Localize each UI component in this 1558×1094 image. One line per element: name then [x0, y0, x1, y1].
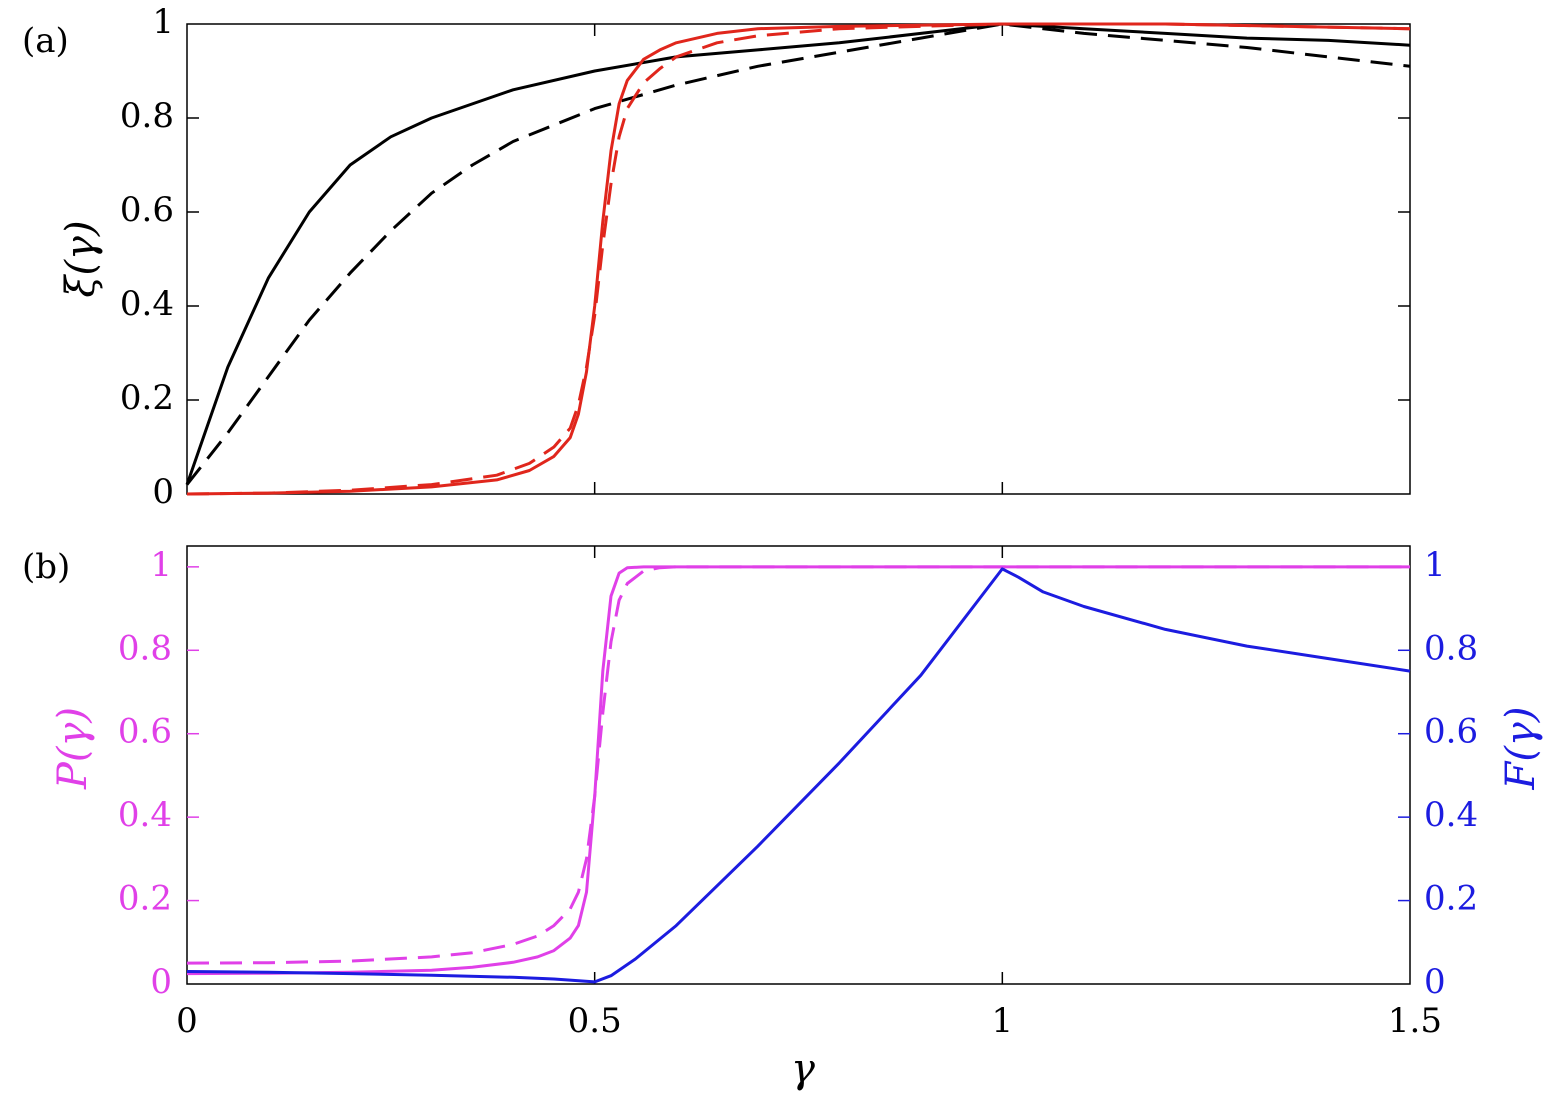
ytick-label: 1 — [152, 2, 174, 42]
panel-b: (b) 0 0.2 0.4 0.6 0.8 1 0 0.2 0.4 0.6 0.8 1 0 0.5 1 1… — [22, 545, 1544, 1092]
xtick-label: 1 — [992, 1001, 1014, 1041]
left-ytick-label: 0.2 — [118, 879, 172, 919]
ytick-label: 0.6 — [120, 190, 174, 230]
left-ytick-label: 0.6 — [118, 712, 172, 752]
panel-b-ylabel-left: P(γ) — [50, 707, 96, 790]
series-line-2 — [186, 567, 1411, 984]
panel-a-ylabel: ξ(γ) — [58, 220, 104, 297]
ytick-label: 0.2 — [120, 378, 174, 418]
left-ytick-label: 0.4 — [118, 795, 172, 835]
right-ytick-label: 0.2 — [1424, 879, 1478, 919]
right-ytick-label: 1 — [1424, 545, 1446, 585]
xtick-label: 0.5 — [568, 1001, 622, 1041]
xtick-label: 1.5 — [1388, 1001, 1442, 1041]
series-line-0 — [185, 22, 1411, 486]
left-ytick-label: 0 — [150, 962, 172, 1002]
panel-b-xtick-labels: 0 0.5 1 1.5 — [176, 1001, 1442, 1041]
right-ytick-label: 0 — [1424, 962, 1446, 1002]
panel-a-ticks — [187, 24, 1410, 494]
left-ytick-label: 1 — [150, 545, 172, 585]
panel-b-frame — [186, 545, 1411, 985]
panel-a-series — [185, 22, 1411, 496]
panel-b-label: (b) — [22, 547, 70, 587]
panel-b-xlabel: γ — [791, 1046, 815, 1092]
series-line-2 — [186, 22, 1411, 496]
series-line-1 — [186, 565, 1410, 965]
panel-a-ytick-labels: 0 0.2 0.4 0.6 0.8 1 — [120, 2, 174, 512]
panel-a: (a) 0 0.2 0.4 0.6 0.8 1 ξ(γ) — [22, 2, 1411, 512]
xtick-label: 0 — [176, 1001, 198, 1041]
panel-a-frame — [186, 23, 1411, 495]
series-line-1 — [185, 22, 1411, 486]
panel-a-label: (a) — [22, 21, 69, 61]
right-ytick-label: 0.6 — [1424, 712, 1478, 752]
ytick-label: 0.4 — [120, 284, 174, 324]
panel-b-right-tick-labels: 0 0.2 0.4 0.6 0.8 1 — [1424, 545, 1478, 1002]
panel-b-ticks — [187, 546, 1410, 984]
panel-b-left-tick-labels: 0 0.2 0.4 0.6 0.8 1 — [118, 545, 172, 1002]
panel-b-ylabel-right: F(γ) — [1498, 707, 1544, 791]
right-ytick-label: 0.4 — [1424, 795, 1478, 835]
series-line-0 — [186, 565, 1410, 976]
ytick-label: 0.8 — [120, 96, 174, 136]
panel-b-series — [186, 565, 1411, 984]
left-ytick-label: 0.8 — [118, 628, 172, 668]
series-line-3 — [186, 22, 1411, 496]
right-ytick-label: 0.8 — [1424, 628, 1478, 668]
ytick-label: 0 — [152, 472, 174, 512]
